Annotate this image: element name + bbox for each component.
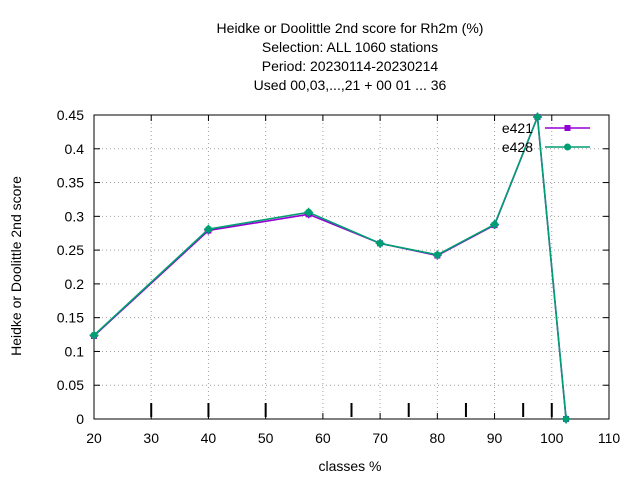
legend: e421 e428 [502, 120, 590, 155]
series-line [93, 116, 567, 420]
series-e428 [89, 112, 571, 424]
y-tick-label: 0.25 [57, 242, 84, 258]
legend-marker-e428 [564, 143, 571, 151]
title-line-1: Heidke or Doolittle 2nd score for Rh2m (… [217, 20, 484, 36]
x-tick-label: 40 [201, 430, 217, 446]
legend-label-e428: e428 [502, 139, 533, 155]
y-tick-label: 0.4 [65, 141, 85, 157]
y-tick-label: 0.3 [65, 208, 85, 224]
x-tick-label: 20 [86, 430, 102, 446]
y-axis-label: Heidke or Doolittle 2nd score [8, 176, 24, 356]
grid [94, 115, 609, 419]
series-layer [89, 112, 571, 424]
x-tick-label: 70 [372, 430, 388, 446]
x-tick-label: 30 [143, 430, 159, 446]
title-line-2: Selection: ALL 1060 stations [262, 39, 438, 55]
legend-marker-e421 [564, 125, 571, 131]
x-tick-label: 90 [487, 430, 503, 446]
plot-frame [93, 114, 610, 420]
threshold-ticks [150, 403, 553, 417]
y-tick-label: 0 [76, 411, 84, 427]
title-line-4: Used 00,03,...,21 + 00 01 ... 36 [254, 77, 447, 93]
y-tick-label: 0.45 [57, 107, 84, 123]
y-tick-label: 0.2 [65, 276, 85, 292]
x-tick-label: 100 [540, 430, 564, 446]
y-tick-labels: 0 0.05 0.1 0.15 0.2 0.25 0.3 0.35 0.4 0.45 [57, 107, 84, 427]
legend-label-e421: e421 [502, 120, 533, 136]
title-line-3: Period: 20230114-20230214 [262, 58, 439, 74]
series-e421 [90, 113, 571, 423]
x-tick-label: 50 [258, 430, 274, 446]
x-tick-label: 60 [315, 430, 331, 446]
y-tick-label: 0.35 [57, 175, 84, 191]
series-line [93, 116, 567, 420]
axis-ticks [93, 114, 610, 420]
y-tick-label: 0.05 [57, 377, 84, 393]
x-tick-label: 110 [598, 430, 621, 446]
x-tick-label: 80 [430, 430, 446, 446]
x-tick-labels: 20 30 40 50 60 70 80 90 100 110 [86, 430, 620, 446]
x-axis-label: classes % [318, 458, 381, 474]
y-tick-label: 0.15 [57, 310, 84, 326]
chart-title: Heidke or Doolittle 2nd score for Rh2m (… [217, 20, 484, 93]
y-tick-label: 0.1 [65, 343, 85, 359]
